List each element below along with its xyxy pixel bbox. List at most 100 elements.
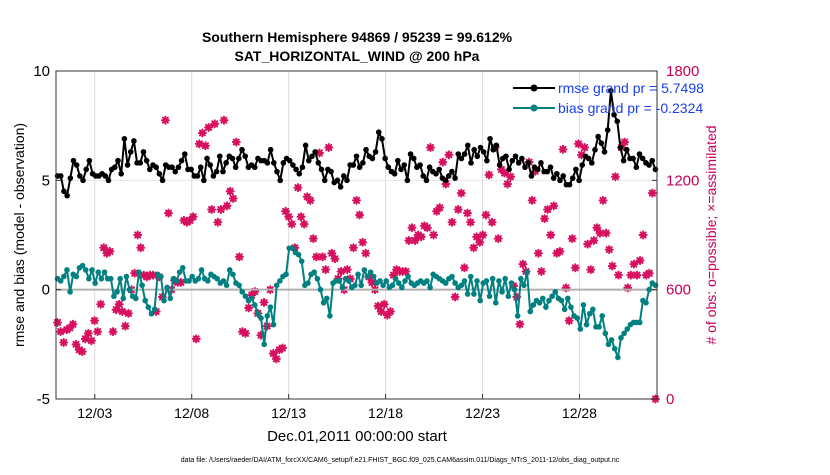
bias-point	[95, 269, 102, 275]
rmse-point	[579, 162, 586, 168]
bias-point	[151, 306, 158, 313]
obs-point	[99, 243, 109, 253]
bias-point	[270, 321, 277, 328]
rmse-point	[385, 164, 392, 171]
bias-point	[339, 284, 346, 291]
rmse-point	[401, 162, 407, 168]
rmse-point	[175, 164, 182, 171]
y-left-tick-label: 5	[42, 172, 50, 189]
obs-point	[610, 172, 620, 182]
x-tick-label: 12/28	[562, 405, 597, 421]
obs-point	[123, 308, 133, 318]
obs-point	[117, 307, 127, 317]
obs-point	[484, 170, 494, 180]
rmse-point	[274, 168, 280, 175]
bias-point	[383, 278, 390, 284]
bias-point	[82, 267, 89, 273]
rmse-point	[474, 153, 481, 160]
obs-point	[315, 148, 325, 158]
rmse-point	[484, 157, 490, 164]
rmse-point	[585, 155, 592, 162]
rmse-point	[204, 155, 210, 162]
bias-point	[352, 282, 358, 289]
bias-point	[67, 289, 73, 295]
bias-point	[449, 273, 455, 280]
rmse-point	[277, 177, 283, 184]
rmse-point	[86, 157, 93, 164]
bias-point	[549, 293, 555, 300]
obs-point	[324, 143, 334, 153]
obs-point	[287, 219, 297, 229]
obs-point	[438, 157, 448, 167]
obs-point	[59, 338, 69, 348]
obs-point	[130, 268, 140, 278]
obs-point	[222, 201, 232, 211]
rmse-point	[573, 166, 579, 173]
rmse-point	[251, 164, 258, 171]
chart-title-line1: Southern Hemisphere 94869 / 95239 = 99.6…	[202, 29, 513, 45]
bias-point	[230, 271, 236, 278]
obs-point	[447, 217, 457, 227]
rmse-point	[306, 157, 312, 164]
obs-point	[555, 246, 565, 256]
bias-point	[596, 324, 602, 330]
rmse-point	[131, 138, 137, 144]
rmse-point	[220, 168, 226, 175]
rmse-point	[608, 87, 614, 94]
rmse-point	[595, 133, 601, 140]
bias-point	[618, 334, 624, 341]
rmse-point	[296, 170, 303, 177]
rmse-point	[630, 155, 636, 162]
bias-point	[277, 278, 283, 284]
bias-point	[539, 295, 546, 302]
obs-point	[293, 183, 303, 193]
rmse-point	[471, 146, 477, 153]
y-right-tick-label: 0	[666, 391, 674, 408]
obs-point	[647, 188, 657, 198]
obs-point	[607, 261, 617, 271]
bias-point	[226, 267, 233, 273]
obs-point	[444, 150, 454, 160]
obs-point	[160, 115, 170, 125]
obs-point	[194, 139, 204, 149]
obs-point	[481, 210, 491, 220]
bias-point	[583, 321, 590, 328]
bias-point	[370, 273, 377, 280]
obs-point	[404, 235, 414, 245]
bias-point	[530, 302, 537, 308]
bias-point	[311, 269, 318, 275]
rmse-point	[299, 164, 306, 171]
bias-point	[599, 313, 606, 319]
bias-point	[136, 269, 142, 275]
obs-point	[259, 297, 269, 307]
obs-point	[429, 230, 439, 240]
obs-point	[586, 265, 596, 275]
obs-point	[311, 252, 321, 262]
bias-point	[452, 280, 458, 286]
rmse-point	[496, 162, 503, 168]
rmse-point	[340, 173, 347, 179]
bias-point	[336, 278, 343, 284]
obs-point	[200, 141, 210, 151]
obs-point	[388, 270, 398, 280]
obs-point	[133, 230, 143, 240]
bias-point	[223, 282, 230, 289]
obs-point	[336, 266, 346, 276]
bias-point	[189, 273, 195, 280]
obs-point	[213, 217, 223, 227]
bias-point	[364, 273, 371, 280]
rmse-point	[337, 184, 344, 190]
rmse-point	[554, 170, 560, 177]
obs-point	[191, 334, 201, 344]
obs-point	[105, 246, 115, 256]
y-left-tick-label: 0	[42, 282, 50, 299]
obs-point	[540, 214, 550, 224]
bias-point	[161, 297, 167, 304]
obs-point	[268, 348, 278, 358]
bias-point	[536, 299, 543, 306]
bias-point	[120, 295, 127, 302]
obs-point	[422, 223, 432, 233]
obs-point	[93, 327, 103, 337]
obs-point	[601, 228, 611, 238]
